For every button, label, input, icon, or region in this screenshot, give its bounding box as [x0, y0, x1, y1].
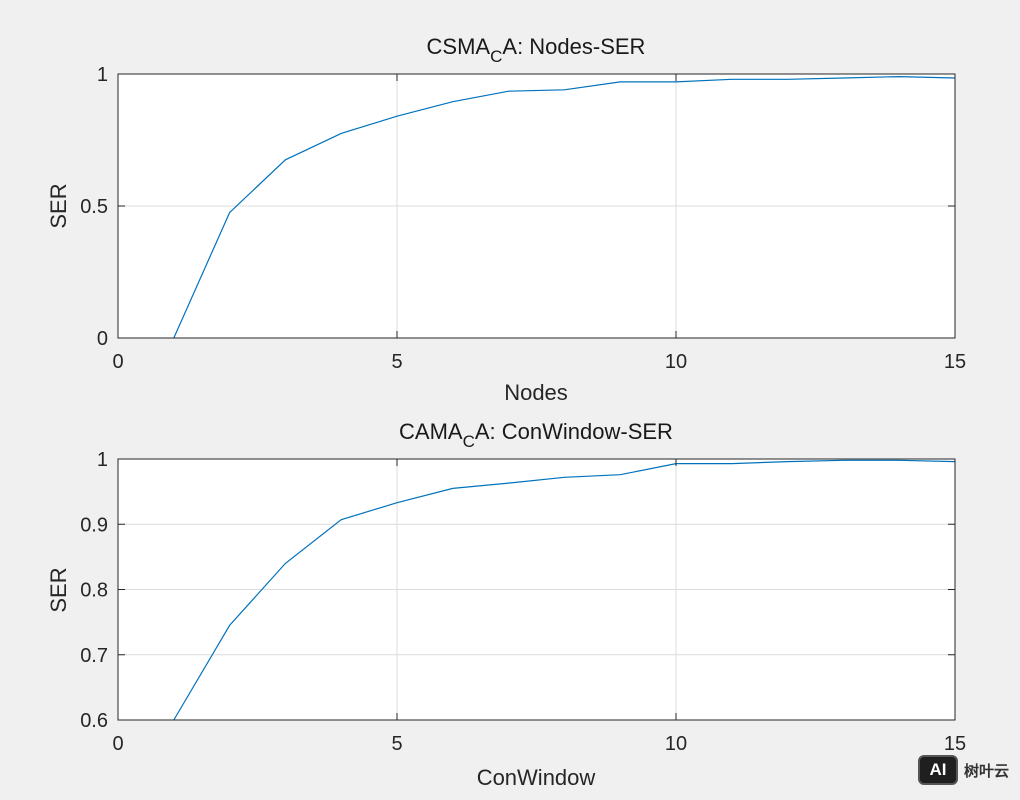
- x-tick-label: 15: [944, 351, 966, 373]
- chart-title: CAMACA: ConWindow-SER: [399, 419, 673, 451]
- ticks: 0 5 10 15 0 0.5 1: [80, 64, 966, 373]
- x-tick-label: 0: [112, 351, 123, 373]
- y-tick-label: 0.9: [80, 514, 108, 536]
- y-axis-label: SER: [46, 183, 71, 228]
- ai-logo-icon: AI: [918, 755, 958, 785]
- y-tick-label: 0: [97, 328, 108, 350]
- ser-line: [173, 75, 956, 339]
- y-tick-label: 0.5: [80, 196, 108, 218]
- y-tick-label: 0.6: [80, 710, 108, 732]
- title-main: CAMA: [399, 419, 463, 444]
- chart-title: CSMACA: Nodes-SER: [427, 34, 646, 66]
- title-rest: A: ConWindow-SER: [475, 419, 673, 444]
- nodes-ser-axes: 0 5 10 15 0 0.5 1 CSMACA: Nodes-SER Nodes SER: [46, 34, 966, 405]
- y-tick-label: 0.8: [80, 580, 108, 602]
- conwindow-ser-axes: 0 5 10 15 0.6 0.7 0.8 0.9 1 CAMACA: ConWindow-SE…: [46, 419, 966, 790]
- x-tick-label: 15: [944, 733, 966, 755]
- x-axis-label: ConWindow: [477, 765, 596, 790]
- ticks: 0 5 10 15 0.6 0.7 0.8 0.9 1: [80, 449, 966, 755]
- title-main: CSMA: [427, 34, 491, 59]
- x-tick-label: 10: [665, 733, 687, 755]
- y-tick-label: 1: [97, 64, 108, 86]
- x-tick-label: 0: [112, 733, 123, 755]
- x-tick-label: 10: [665, 351, 687, 373]
- title-rest: A: Nodes-SER: [502, 34, 645, 59]
- title-subscript: C: [463, 432, 475, 451]
- y-tick-label: 0.7: [80, 645, 108, 667]
- x-axis-label: Nodes: [504, 380, 568, 405]
- watermark-brand-text: 树叶云: [964, 761, 1010, 780]
- grid: [118, 74, 955, 338]
- x-tick-label: 5: [391, 351, 402, 373]
- y-tick-label: 1: [97, 449, 108, 471]
- y-axis-label: SER: [46, 567, 71, 612]
- ser-line: [173, 459, 956, 721]
- watermark: AI 树叶云: [918, 752, 1018, 788]
- grid: [118, 459, 955, 720]
- title-subscript: C: [490, 47, 502, 66]
- x-tick-label: 5: [391, 733, 402, 755]
